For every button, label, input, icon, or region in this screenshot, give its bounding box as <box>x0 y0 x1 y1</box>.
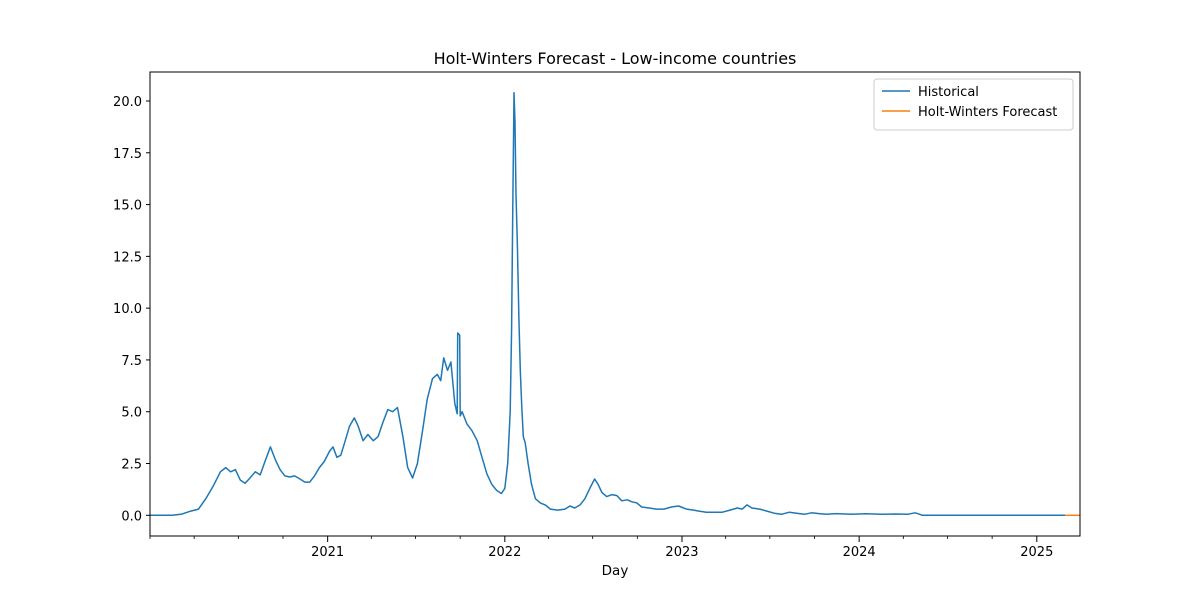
y-tick-label-2: 5.0 <box>121 406 142 421</box>
y-tick-label-1: 2.5 <box>121 458 142 473</box>
y-tick-label-0: 0.0 <box>121 509 142 524</box>
y-tick-label-7: 17.5 <box>113 147 142 162</box>
legend-box <box>873 78 1074 131</box>
y-tick-label-8: 20.0 <box>113 95 142 110</box>
legend-label-0: Historical <box>918 85 979 100</box>
y-tick-label-6: 15.0 <box>113 199 142 214</box>
x-axis-label: Day <box>602 563 629 579</box>
x-tick-label-2: 2023 <box>665 545 698 560</box>
y-tick-label-3: 7.5 <box>121 354 142 369</box>
plot-frame <box>149 71 1081 537</box>
legend-label-1: Holt-Winters Forecast <box>918 105 1057 120</box>
plot-area <box>149 71 1081 537</box>
y-axis: 0.0 2.5 5.0 7.5 10.0 12.5 15.0 17.5 20.0 <box>113 95 150 524</box>
chart-title: Holt-Winters Forecast - Low-income count… <box>434 49 797 68</box>
legend: Historical Holt-Winters Forecast <box>873 78 1074 131</box>
x-tick-label-4: 2025 <box>1020 545 1053 560</box>
x-tick-label-3: 2024 <box>843 545 876 560</box>
series-layer <box>150 91 1080 517</box>
y-tick-label-4: 10.0 <box>113 302 142 317</box>
x-axis: 2021 2022 2023 2024 2025 <box>149 536 1053 560</box>
y-tick-label-5: 12.5 <box>113 250 142 265</box>
series-line-0 <box>150 91 1065 517</box>
x-tick-label-1: 2022 <box>488 545 521 560</box>
x-tick-label-0: 2021 <box>311 545 344 560</box>
